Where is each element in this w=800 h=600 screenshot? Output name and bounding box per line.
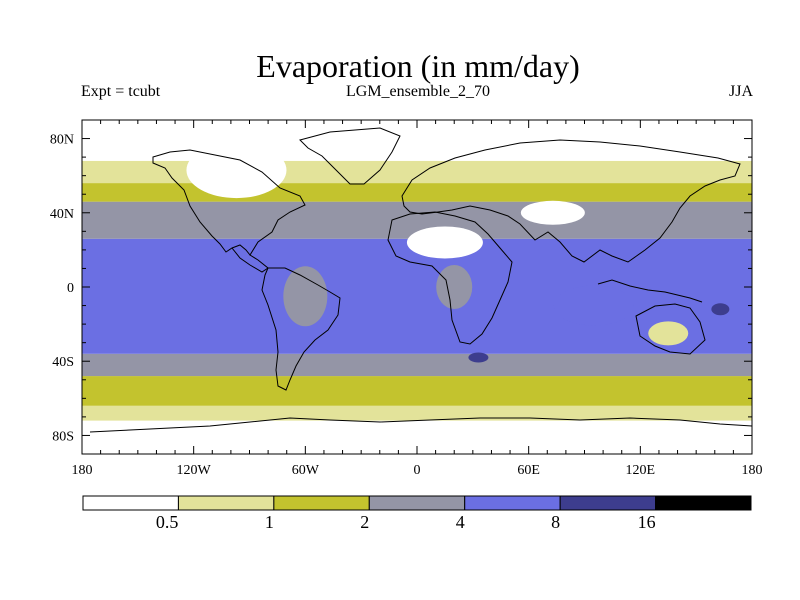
coast-greenland xyxy=(299,127,401,185)
experiment-label: Expt = tcubt xyxy=(81,83,161,100)
lat-label: 0 xyxy=(67,281,74,296)
latitude-labels: 80N 40N 0 40S 80S xyxy=(50,133,74,445)
colorbar-swatch xyxy=(559,495,657,511)
lon-label: 120E xyxy=(626,463,656,478)
region-australia-interior xyxy=(648,321,689,346)
zone-southern-midlatitudes xyxy=(82,353,752,377)
colorbar-swatch xyxy=(655,495,752,511)
zone-southern-ocean-edge xyxy=(82,405,752,421)
colorbar-label: 1 xyxy=(265,512,274,532)
region-agulhas xyxy=(468,352,489,363)
zone-tropics xyxy=(82,238,752,354)
region-central-asia xyxy=(520,200,585,225)
colorbar-swatch xyxy=(82,495,179,511)
region-coral-sea xyxy=(711,303,730,316)
coast-antarctica xyxy=(89,417,752,433)
coast-central-america xyxy=(231,247,269,273)
coast-australia xyxy=(635,303,706,355)
coastlines xyxy=(89,127,752,433)
zone-northern-high xyxy=(82,160,752,184)
colorbar: 0.5 1 2 4 8 16 xyxy=(82,495,752,532)
latitude-bands xyxy=(82,120,752,454)
region-ice-sheet-north-america xyxy=(186,142,287,199)
colorbar-frame xyxy=(82,495,752,511)
zone-southern-ocean xyxy=(82,376,752,406)
map-field xyxy=(82,120,752,454)
lat-label: 40N xyxy=(50,207,74,222)
lon-label: 120W xyxy=(177,463,212,478)
lon-label: 180 xyxy=(72,463,93,478)
region-amazon xyxy=(283,266,328,327)
region-congo xyxy=(436,265,473,309)
colorbar-labels: 0.5 1 2 4 8 16 xyxy=(156,512,656,532)
colorbar-label: 8 xyxy=(551,512,560,532)
season-label: JJA xyxy=(728,83,753,100)
lon-label: 0 xyxy=(414,463,421,478)
colorbar-label: 2 xyxy=(360,512,369,532)
dataset-label: LGM_ensemble_2_70 xyxy=(346,83,490,100)
longitude-labels: 180 120W 60W 0 60E 120E 180 xyxy=(72,463,763,478)
lat-label: 80N xyxy=(50,133,74,148)
lon-label: 180 xyxy=(742,463,763,478)
colorbar-swatch xyxy=(177,495,275,511)
colorbar-label: 4 xyxy=(456,512,465,532)
axis-ticks xyxy=(81,119,753,455)
colorbar-swatch xyxy=(464,495,561,511)
coast-indonesia xyxy=(597,279,703,303)
coast-south-america xyxy=(261,267,341,391)
colorbar-label: 16 xyxy=(638,512,656,532)
coast-africa xyxy=(387,211,513,345)
region-indian-ocean-east xyxy=(553,285,634,326)
region-sahara xyxy=(406,226,483,259)
coast-eurasia xyxy=(401,139,741,263)
colorbar-swatches xyxy=(82,495,752,511)
zone-northern-midlatitudes xyxy=(82,183,752,202)
regional-anomalies xyxy=(186,142,730,363)
lon-label: 60E xyxy=(517,463,540,478)
colorbar-swatch xyxy=(273,495,370,511)
colorbar-label: 0.5 xyxy=(156,512,179,532)
lon-label: 60W xyxy=(292,463,320,478)
lat-label: 80S xyxy=(52,429,74,444)
colorbar-swatch xyxy=(368,495,466,511)
lat-label: 40S xyxy=(52,355,74,370)
map-title: Evaporation (in mm/day) xyxy=(256,48,580,84)
